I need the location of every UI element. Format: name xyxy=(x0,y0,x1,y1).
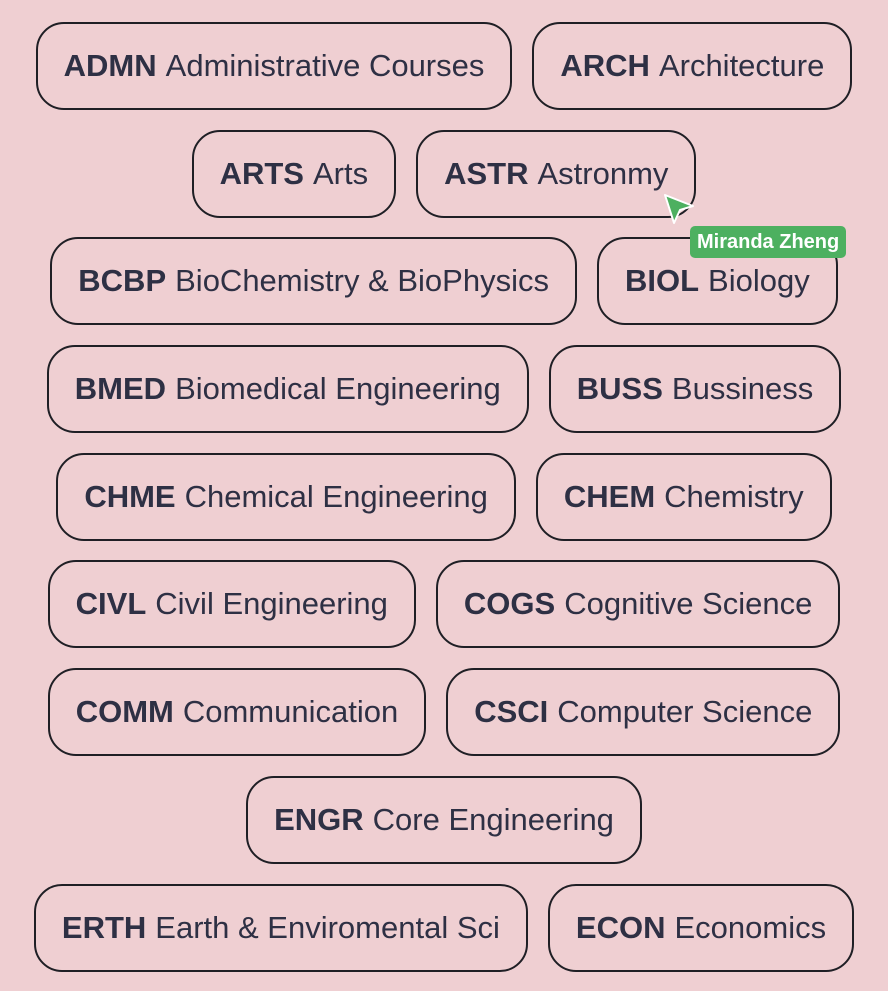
course-name: Chemical Engineering xyxy=(184,478,488,514)
course-tag-engr[interactable]: ENGR Core Engineering xyxy=(246,775,642,864)
course-code: COMM xyxy=(75,694,174,730)
course-name: Computer Science xyxy=(557,694,813,730)
course-tag-civl[interactable]: CIVL Civil Engineering xyxy=(47,560,416,649)
course-code: ARCH xyxy=(560,48,650,83)
course-name: Cognitive Science xyxy=(564,586,813,622)
course-row: CIVL Civil Engineering COGS Cognitive Sc… xyxy=(0,560,888,649)
course-code: ECON xyxy=(575,909,666,945)
course-tag-astr[interactable]: ASTR Astronmy xyxy=(416,129,697,218)
cursor-arrow-icon xyxy=(664,194,694,224)
course-name: Biology xyxy=(708,263,810,299)
course-code: BCBP xyxy=(78,263,167,299)
course-code: ARTS xyxy=(219,155,304,191)
course-code: BMED xyxy=(74,371,167,407)
course-row: BMED Biomedical Engineering BUSS Bussine… xyxy=(0,345,888,434)
course-tag-chme[interactable]: CHME Chemical Engineering xyxy=(56,452,516,541)
course-tag-bmed[interactable]: BMED Biomedical Engineering xyxy=(46,345,529,434)
course-row: ARTS Arts ASTR Astronmy xyxy=(0,129,888,218)
course-tag-bcbp[interactable]: BCBP BioChemistry & BioPhysics xyxy=(50,237,577,326)
course-code: ERTH xyxy=(61,909,147,945)
course-tag-comm[interactable]: COMM Communication xyxy=(47,668,427,757)
course-tag-chem[interactable]: CHEM Chemistry xyxy=(535,452,832,541)
course-name: Bussiness xyxy=(671,371,814,407)
course-name: Communication xyxy=(182,694,399,730)
course-name: Chemistry xyxy=(664,478,804,514)
course-name: Administrative Courses xyxy=(165,48,485,83)
course-code: ASTR xyxy=(444,155,529,191)
course-name: Core Engineering xyxy=(372,801,614,837)
course-tag-arts[interactable]: ARTS Arts xyxy=(191,129,397,218)
course-name: Earth & Enviromental Sci xyxy=(155,909,500,945)
course-row: COMM Communication CSCI Computer Science xyxy=(0,668,888,757)
course-name: Civil Engineering xyxy=(155,586,388,622)
course-code: BIOL xyxy=(624,263,700,299)
course-code: ADMN xyxy=(63,48,157,83)
course-row: CHME Chemical Engineering CHEM Chemistry xyxy=(0,452,888,541)
course-tag-arch[interactable]: ARCH Architecture xyxy=(532,22,853,110)
course-code: CHME xyxy=(84,478,176,514)
course-row: ERTH Earth & Enviromental Sci ECON Econo… xyxy=(0,883,888,972)
course-tag-erth[interactable]: ERTH Earth & Enviromental Sci xyxy=(33,883,528,972)
course-code: ENGR xyxy=(274,801,364,837)
course-name: Arts xyxy=(312,155,369,191)
course-tag-csci[interactable]: CSCI Computer Science xyxy=(446,668,841,757)
course-name: Biomedical Engineering xyxy=(175,371,501,407)
course-code: CIVL xyxy=(75,586,147,622)
course-code: CHEM xyxy=(563,478,656,514)
course-code: BUSS xyxy=(576,371,663,407)
course-name: Architecture xyxy=(658,48,825,83)
course-tag-econ[interactable]: ECON Economics xyxy=(547,883,855,972)
course-name: Astronmy xyxy=(537,155,669,191)
course-tag-buss[interactable]: BUSS Bussiness xyxy=(548,345,842,434)
course-name: BioChemistry & BioPhysics xyxy=(175,263,549,299)
course-tag-biol[interactable]: BIOL Biology xyxy=(596,237,838,326)
course-name: Economics xyxy=(674,909,827,945)
course-tag-admn[interactable]: ADMN Administrative Courses xyxy=(35,22,513,110)
course-code: CSCI xyxy=(474,694,549,730)
course-row: ADMN Administrative Courses ARCH Archite… xyxy=(0,22,888,110)
collaborator-name-tag: Miranda Zheng xyxy=(690,226,847,258)
course-tag-cogs[interactable]: COGS Cognitive Science xyxy=(435,560,841,649)
course-row: BCBP BioChemistry & BioPhysics BIOL Biol… xyxy=(0,237,888,326)
course-row: ENGR Core Engineering xyxy=(0,775,888,864)
course-tag-grid: ADMN Administrative Courses ARCH Archite… xyxy=(0,22,888,991)
course-code: COGS xyxy=(463,586,556,622)
